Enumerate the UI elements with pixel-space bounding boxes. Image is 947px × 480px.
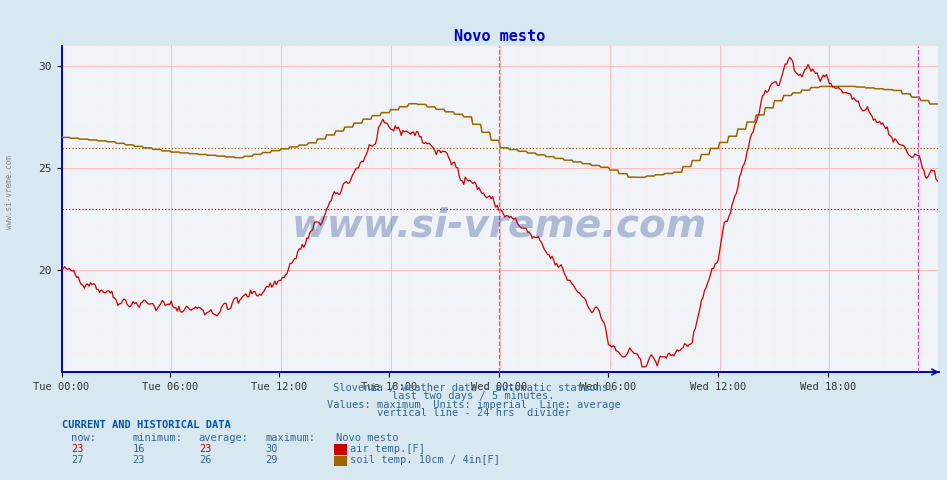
Text: last two days / 5 minutes.: last two days / 5 minutes. <box>392 391 555 401</box>
Text: www.si-vreme.com: www.si-vreme.com <box>292 206 707 244</box>
Text: 23: 23 <box>199 444 211 454</box>
Title: Novo mesto: Novo mesto <box>454 29 545 45</box>
Text: Slovenia / weather data - automatic stations.: Slovenia / weather data - automatic stat… <box>333 383 614 393</box>
Text: soil temp. 10cm / 4in[F]: soil temp. 10cm / 4in[F] <box>350 455 500 465</box>
Text: average:: average: <box>199 432 249 443</box>
Text: 26: 26 <box>199 455 211 465</box>
Text: vertical line - 24 hrs  divider: vertical line - 24 hrs divider <box>377 408 570 418</box>
Text: now:: now: <box>71 432 96 443</box>
Text: 27: 27 <box>71 455 83 465</box>
Text: 23: 23 <box>71 444 83 454</box>
Text: 23: 23 <box>133 455 145 465</box>
Text: Values: maximum  Units: imperial  Line: average: Values: maximum Units: imperial Line: av… <box>327 399 620 409</box>
Text: maximum:: maximum: <box>265 432 315 443</box>
Text: CURRENT AND HISTORICAL DATA: CURRENT AND HISTORICAL DATA <box>62 420 230 430</box>
Text: Novo mesto: Novo mesto <box>336 432 399 443</box>
Text: www.si-vreme.com: www.si-vreme.com <box>5 155 14 229</box>
Text: 30: 30 <box>265 444 277 454</box>
Text: minimum:: minimum: <box>133 432 183 443</box>
Text: 16: 16 <box>133 444 145 454</box>
Text: air temp.[F]: air temp.[F] <box>350 444 425 454</box>
Text: 29: 29 <box>265 455 277 465</box>
